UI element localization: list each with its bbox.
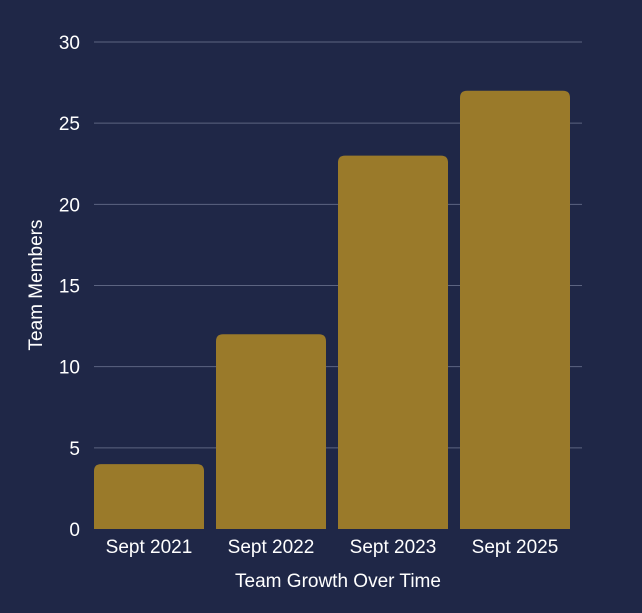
y-axis-title: Team Members bbox=[26, 220, 47, 351]
x-axis-title: Team Growth Over Time bbox=[235, 571, 441, 592]
y-tick-label: 5 bbox=[69, 439, 80, 460]
x-axis-ticks: Sept 2021 Sept 2022 Sept 2023 Sept 2025 bbox=[106, 537, 559, 558]
x-tick-label: Sept 2025 bbox=[472, 537, 559, 558]
y-tick-label: 0 bbox=[69, 520, 80, 541]
bar-sept-2025 bbox=[460, 90, 570, 529]
bar-sept-2023 bbox=[338, 155, 448, 529]
x-tick-label: Sept 2022 bbox=[228, 537, 315, 558]
x-tick-label: Sept 2021 bbox=[106, 537, 193, 558]
bar-sept-2021 bbox=[94, 464, 204, 529]
y-tick-label: 10 bbox=[59, 358, 80, 379]
y-tick-label: 15 bbox=[59, 277, 80, 298]
y-axis-ticks: 0 5 10 15 20 25 30 bbox=[59, 33, 80, 541]
y-tick-label: 20 bbox=[59, 195, 80, 216]
x-tick-label: Sept 2023 bbox=[350, 537, 437, 558]
bars bbox=[94, 90, 570, 529]
bar-sept-2022 bbox=[216, 334, 326, 529]
y-tick-label: 30 bbox=[59, 33, 80, 54]
y-tick-label: 25 bbox=[59, 114, 80, 135]
